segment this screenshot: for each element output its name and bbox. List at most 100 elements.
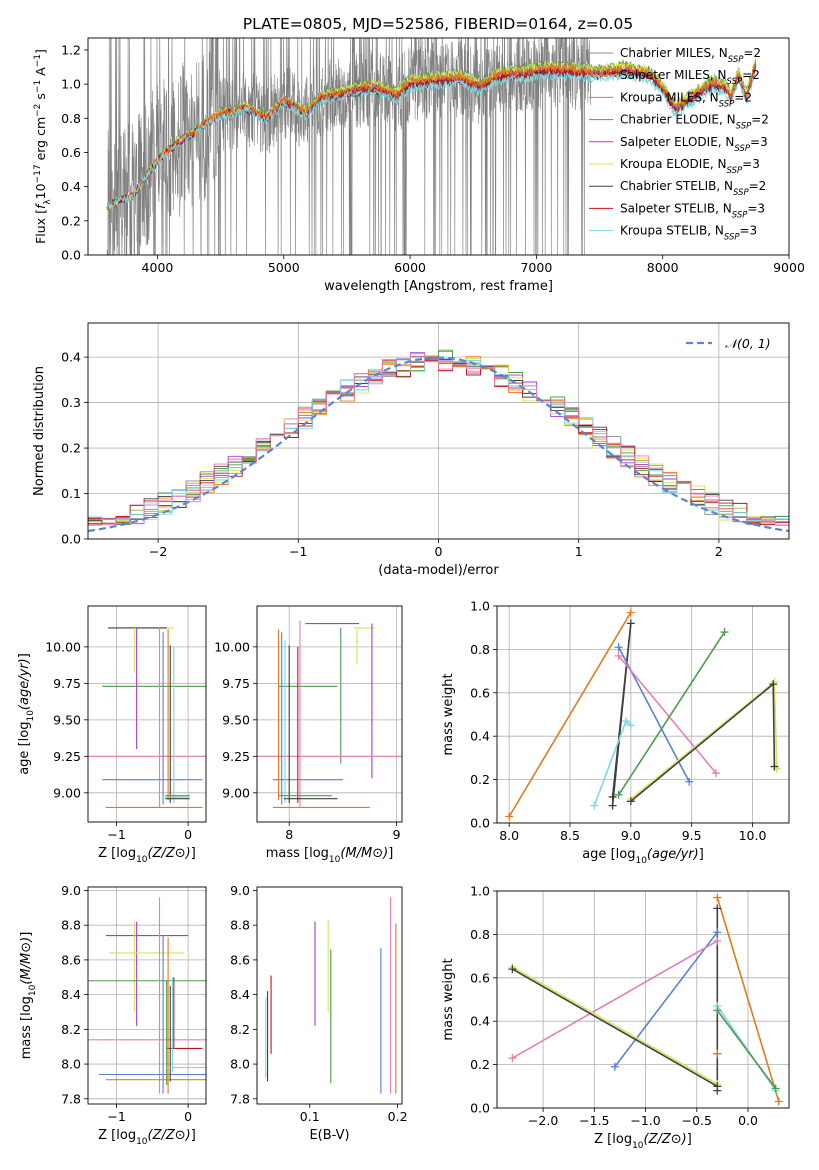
y-tick-label: 0.2 — [470, 772, 490, 787]
figure-title: PLATE=0805, MJD=52586, FIBERID=0164, z=0… — [243, 15, 633, 33]
y-tick-label: 8.4 — [230, 987, 250, 1002]
axes-spectrum: 4000 5000 6000 7000 8000 9000 0.0 0.2 0.4 0.6 0.8 1… — [33, 37, 805, 294]
x-tick-label: 10.0 — [739, 828, 767, 843]
weight-series-line — [512, 940, 718, 1059]
y-tick-label: 0.3 — [61, 395, 81, 410]
legend-entry: Kroupa MILES, NSSP=2 — [620, 90, 752, 109]
axes-weight_vs_age: 8.0 8.5 9.0 9.5 10.0 0.0 0.2 0.4 0.6 0.8 1.0 mass w… — [441, 599, 790, 866]
axes-frame — [87, 322, 790, 540]
weight-series-line — [716, 1009, 777, 1089]
axes-residuals: −2 −1 0 1 2 0.0 0.1 0.2 0.3 0.4 (data-model)/error… — [32, 322, 790, 578]
y-tick-label: 0.1 — [61, 486, 81, 501]
data-point-marker — [508, 965, 517, 974]
y-axis-label: Flux [fλ10−17 erg cm−2 s−1 A−1] — [33, 49, 53, 244]
y-tick-label: 1.0 — [470, 599, 490, 614]
y-tick-label: 9.50 — [53, 712, 81, 727]
y-tick-label: 1.2 — [61, 42, 81, 57]
y-tick-label: 0.8 — [470, 642, 490, 657]
y-tick-label: 0.4 — [470, 1014, 490, 1029]
y-tick-label: 9.00 — [222, 785, 250, 800]
weight-series-line — [618, 631, 726, 796]
y-tick-label: 0.4 — [61, 179, 81, 194]
data-point-marker — [771, 1084, 780, 1093]
y-tick-label: 0.2 — [470, 1057, 490, 1072]
x-tick-label: 5000 — [268, 260, 300, 275]
x-axis-label: Z [log10(Z/Z⊙)] — [594, 1132, 692, 1151]
legend-entry: Salpeter MILES, NSSP=2 — [620, 68, 760, 87]
weight-series-line — [512, 966, 718, 1085]
legend-entry: Kroupa STELIB, NSSP=3 — [620, 224, 757, 243]
data-point-marker — [614, 790, 623, 799]
y-tick-label: 0.4 — [61, 350, 81, 365]
data-point-marker — [626, 608, 635, 617]
model-line-kroupa-miles — [106, 59, 757, 211]
plot-area-mass_vs_z — [88, 887, 206, 1104]
data-point-marker — [621, 717, 630, 726]
plot-area-age_vs_z — [88, 606, 206, 822]
y-axis-label: mass weight — [441, 673, 456, 755]
y-tick-label: 8.0 — [61, 1057, 81, 1072]
grid-weight_vs_z — [497, 891, 789, 1108]
y-tick-label: 9.75 — [222, 676, 250, 691]
data-point-marker — [770, 762, 779, 771]
grid-mass_vs_z — [88, 887, 206, 1104]
y-tick-label: 8.2 — [61, 1022, 81, 1037]
data-point-marker — [774, 1097, 783, 1106]
x-tick-label: −1 — [107, 827, 125, 842]
weight-series-line — [611, 623, 632, 806]
x-axis-label: age [log10(age/yr)] — [582, 847, 704, 866]
axes-frame — [87, 37, 790, 256]
plot-area-spectrum — [106, 38, 757, 255]
x-tick-label: 9.5 — [682, 828, 702, 843]
y-tick-label: 0.0 — [470, 1101, 490, 1116]
plot-area-residuals — [88, 323, 789, 539]
data-point-marker — [508, 1054, 517, 1063]
x-tick-label: 8.5 — [560, 828, 580, 843]
data-point-marker — [505, 812, 514, 821]
legend-entry: Chabrier MILES, NSSP=2 — [620, 46, 761, 65]
data-point-marker — [713, 1082, 722, 1091]
grid-age_vs_z — [88, 606, 206, 822]
weight-series-line — [618, 655, 717, 774]
x-tick-label: 7000 — [520, 260, 552, 275]
y-tick-label: 0.0 — [61, 248, 81, 263]
axes-age_vs_mass: 8 9 9.00 9.25 9.50 9.75 10.00 mass [log10(M/M⊙)… — [214, 605, 403, 865]
x-tick-label: 0 — [184, 827, 192, 842]
x-tick-label: 0 — [435, 544, 443, 559]
y-tick-label: 8.8 — [230, 918, 250, 933]
data-point-marker — [626, 721, 635, 730]
x-tick-label: −1.5 — [579, 1113, 609, 1128]
data-point-marker — [590, 801, 599, 810]
y-tick-label: 1.0 — [61, 77, 81, 92]
y-tick-label: 0.8 — [470, 927, 490, 942]
legend-entry: 𝒩(0, 1) — [725, 336, 771, 351]
y-tick-label: 9.0 — [230, 883, 250, 898]
axes-frame — [87, 605, 207, 823]
model-line-kroupa-stelib — [106, 71, 757, 210]
data-point-marker — [713, 1049, 722, 1058]
plot-area-weight_vs_age — [497, 606, 789, 823]
data-point-marker — [610, 1062, 619, 1071]
legend-entry: Chabrier ELODIE, NSSP=2 — [620, 113, 769, 132]
x-axis-label: Z [log10(Z/Z⊙)] — [98, 846, 196, 865]
y-tick-label: 0.2 — [61, 213, 81, 228]
legend-entry: Kroupa ELODIE, NSSP=3 — [620, 157, 760, 176]
data-point-marker — [685, 777, 694, 786]
data-point-marker — [720, 628, 729, 637]
gaussian-reference-line — [88, 356, 789, 533]
y-tick-label: 8.0 — [230, 1057, 250, 1072]
data-point-marker — [608, 792, 617, 801]
axes-age_vs_z: −1 0 9.00 9.25 9.50 9.75 10.00 Z [log10(Z/Z⊙)] a… — [17, 605, 207, 865]
y-axis-label: mass [log10(M/M⊙)] — [19, 932, 38, 1060]
y-tick-label: 8.6 — [230, 952, 250, 967]
y-tick-label: 0.6 — [61, 145, 81, 160]
x-tick-label: 4000 — [142, 260, 174, 275]
data-point-marker — [713, 893, 722, 902]
plot-area-age_vs_mass — [257, 606, 402, 822]
y-tick-label: 0.0 — [61, 532, 81, 547]
data-point-marker — [608, 801, 617, 810]
x-tick-label: 0.2 — [388, 1109, 408, 1124]
y-tick-label: 9.00 — [53, 785, 81, 800]
data-point-marker — [712, 769, 720, 778]
x-tick-label: 8.0 — [499, 828, 519, 843]
